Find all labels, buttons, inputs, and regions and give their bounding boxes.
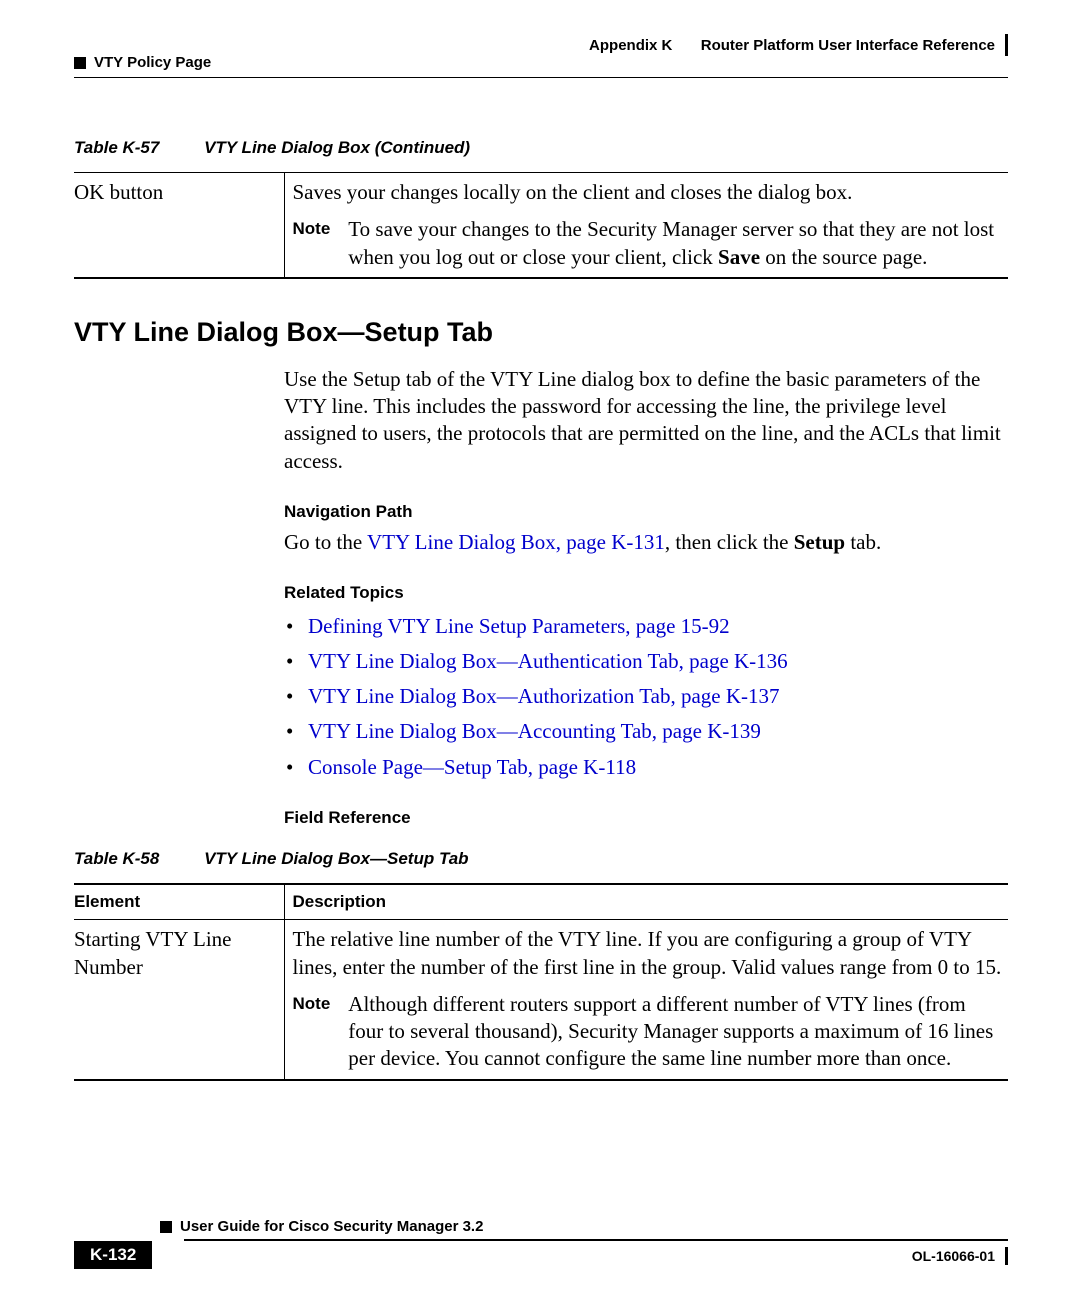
page-number-pill: K-132 xyxy=(74,1241,152,1269)
section-body: Use the Setup tab of the VTY Line dialog… xyxy=(284,366,1008,829)
table57-desc-main: Saves your changes locally on the client… xyxy=(293,179,1003,206)
header-section-crumb: VTY Policy Page xyxy=(94,54,211,71)
table58-note: Note Although different routers support … xyxy=(293,991,1003,1073)
table58-number: Table K-58 xyxy=(74,849,159,868)
related-link[interactable]: VTY Line Dialog Box—Authorization Tab, p… xyxy=(308,684,780,708)
header-appendix-label: Appendix K xyxy=(589,37,672,54)
header-rule xyxy=(74,77,1008,78)
table57-number: Table K-57 xyxy=(74,138,159,157)
footer-ornament-square xyxy=(160,1221,172,1233)
table58-note-text: Although different routers support a dif… xyxy=(348,991,1002,1073)
field-reference-heading: Field Reference xyxy=(284,807,1008,829)
section-intro: Use the Setup tab of the VTY Line dialog… xyxy=(284,366,1008,475)
table57-element-cell: OK button xyxy=(74,173,284,278)
footer-doc-number: OL-16066-01 xyxy=(912,1248,995,1264)
related-link[interactable]: VTY Line Dialog Box—Authentication Tab, … xyxy=(308,649,788,673)
table58-head-element: Element xyxy=(74,884,284,920)
table57-desc-cell: Saves your changes locally on the client… xyxy=(284,173,1008,278)
table57-title: VTY Line Dialog Box (Continued) xyxy=(204,138,470,157)
related-link[interactable]: Defining VTY Line Setup Parameters, page… xyxy=(308,614,730,638)
table58: Element Description Starting VTY Line Nu… xyxy=(74,883,1008,1081)
footer-ornament-bar xyxy=(1005,1247,1008,1265)
table58-title: VTY Line Dialog Box—Setup Tab xyxy=(204,849,468,868)
table58-desc-cell: The relative line number of the VTY line… xyxy=(284,920,1008,1080)
table57-note: Note To save your changes to the Securit… xyxy=(293,216,1003,271)
table58-caption: Table K-58 VTY Line Dialog Box—Setup Tab xyxy=(74,849,1008,869)
section-title: VTY Line Dialog Box—Setup Tab xyxy=(74,317,1008,348)
table57: OK button Saves your changes locally on … xyxy=(74,172,1008,279)
header-ornament-square xyxy=(74,57,86,69)
related-link[interactable]: VTY Line Dialog Box—Accounting Tab, page… xyxy=(308,719,761,743)
page-footer: User Guide for Cisco Security Manager 3.… xyxy=(74,1218,1008,1271)
table57-note-text: To save your changes to the Security Man… xyxy=(348,216,1002,271)
nav-path-text: Go to the VTY Line Dialog Box, page K-13… xyxy=(284,529,1008,556)
nav-path-link[interactable]: VTY Line Dialog Box, page K-131 xyxy=(367,530,665,554)
table58-element-cell: Starting VTY Line Number xyxy=(74,920,284,1080)
note-label: Note xyxy=(293,991,331,1073)
related-link[interactable]: Console Page—Setup Tab, page K-118 xyxy=(308,755,636,779)
footer-guide-title: User Guide for Cisco Security Manager 3.… xyxy=(180,1218,483,1235)
nav-path-heading: Navigation Path xyxy=(284,501,1008,523)
related-topics-list: Defining VTY Line Setup Parameters, page… xyxy=(284,613,1008,781)
header-ornament-bar xyxy=(1005,34,1008,56)
header-appendix-title: Router Platform User Interface Reference xyxy=(701,37,995,54)
related-topics-heading: Related Topics xyxy=(284,582,1008,604)
table58-head-desc: Description xyxy=(284,884,1008,920)
page-header: VTY Policy Page Appendix K Router Platfo… xyxy=(74,34,1008,71)
table58-desc-main: The relative line number of the VTY line… xyxy=(293,926,1003,981)
note-label: Note xyxy=(293,216,331,271)
table57-caption: Table K-57 VTY Line Dialog Box (Continue… xyxy=(74,138,1008,158)
